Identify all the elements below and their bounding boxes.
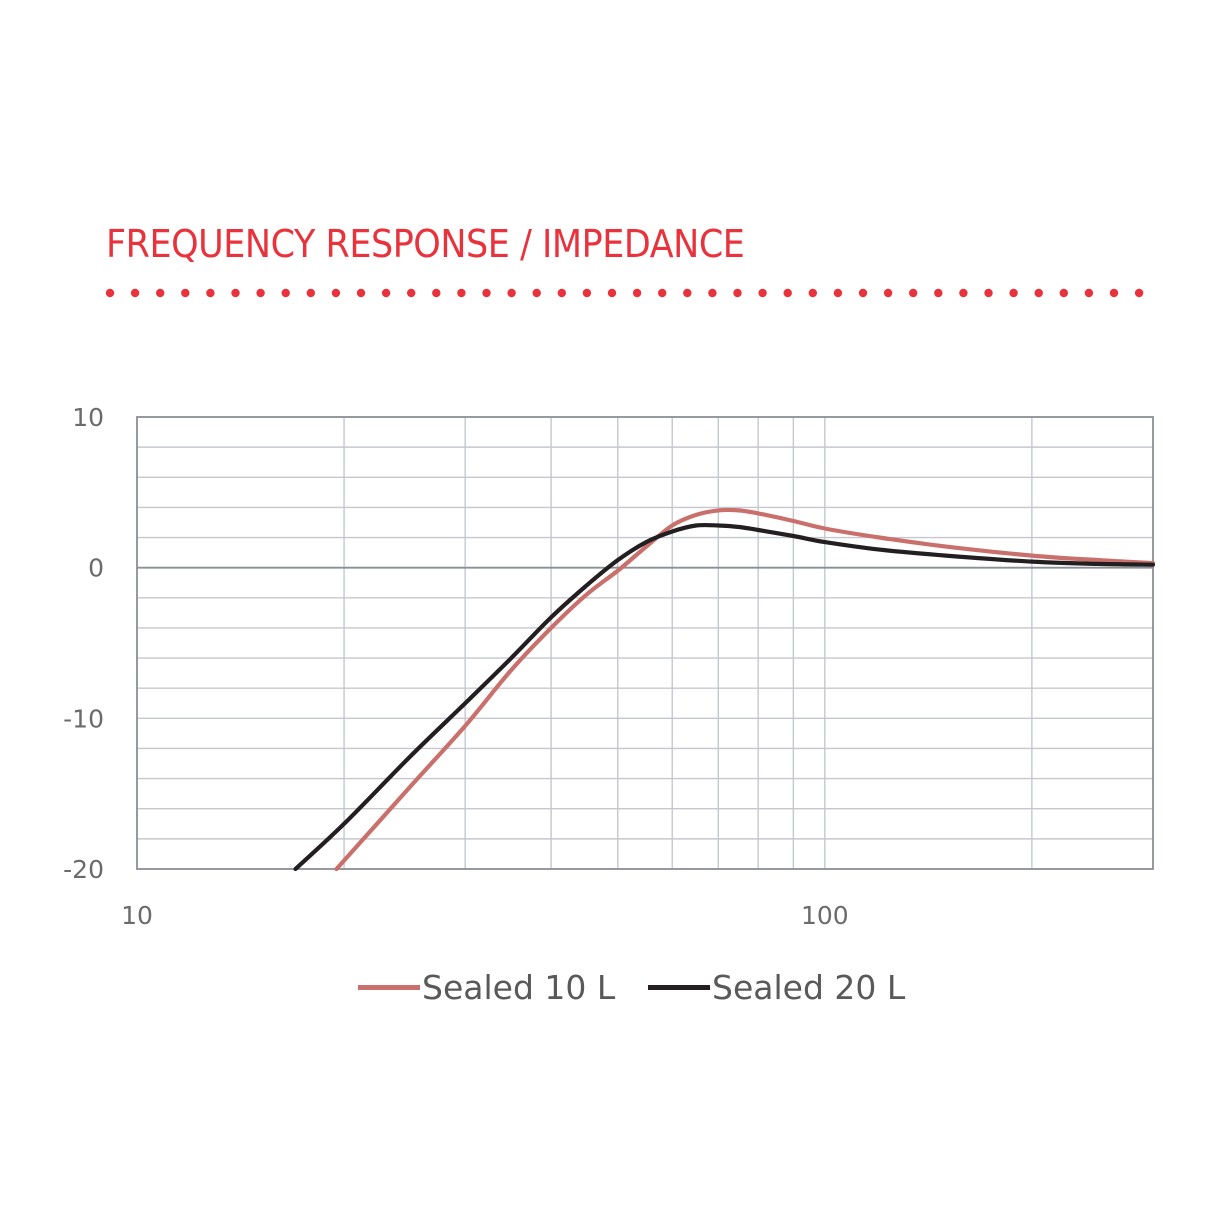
divider-dot [181,288,190,298]
chart-heading: FREQUENCY RESPONSE / IMPEDANCE [106,222,745,266]
divider-dot [381,288,391,298]
divider-dot [708,288,717,298]
axes [136,416,1154,870]
divider-dot [1059,288,1069,298]
divider-dot [206,288,215,298]
y-tick-label: 10 [72,403,104,432]
divider-dot [156,288,165,298]
y-tick-label: 0 [88,554,104,583]
divider-dot [909,288,918,298]
divider-dot [432,288,441,298]
divider-dot [1034,288,1043,298]
divider-dot [658,288,667,298]
legend: Sealed 10 L Sealed 20 L [0,962,1214,1012]
divider-dot [607,288,617,298]
legend-label-sealed-10: Sealed 10 L [422,967,616,1007]
dotted-divider [105,288,1144,298]
divider-dot [959,288,968,298]
divider-dot [356,288,366,298]
divider-dot [582,288,592,298]
divider-dot [105,288,115,298]
series-line-sealed-10 [334,507,1156,872]
x-tick-label: 100 [801,901,849,930]
divider-dot [1084,288,1094,298]
y-tick-label: -10 [63,704,104,733]
divider-dot [231,288,240,298]
y-tick-label: -20 [63,855,104,884]
divider-dot [984,288,993,298]
divider-dot [632,288,642,298]
divider-dot [306,288,315,298]
divider-dot [783,288,792,298]
divider-dot [683,288,692,298]
divider-dot [281,288,290,298]
divider-dot [883,288,893,298]
x-tick-label: 10 [121,901,153,930]
divider-dot [934,288,943,298]
divider-dot [858,288,868,298]
divider-dot [331,288,341,298]
divider-dot [557,288,566,298]
legend-swatch-sealed-20 [648,984,710,990]
divider-dot [482,288,491,298]
series [293,507,1156,872]
divider-dot [1009,288,1018,298]
divider-dot [407,288,416,298]
divider-dot [1109,288,1119,298]
divider-dot [256,288,265,298]
divider-dot [507,288,516,298]
series-line-sealed-20 [293,522,1156,872]
legend-label-sealed-20: Sealed 20 L [712,967,906,1007]
grid [137,417,1153,869]
divider-dot [130,288,140,298]
divider-dot [808,288,817,298]
legend-swatch-sealed-10 [358,984,420,990]
divider-dot [833,288,843,298]
legend-item-sealed-20: Sealed 20 L [648,962,905,1012]
plot-frame [136,416,1154,870]
divider-dot [758,288,767,298]
legend-item-sealed-10: Sealed 10 L [358,962,615,1012]
divider-dot [532,288,541,298]
divider-dot [1134,288,1144,298]
divider-dot [733,288,742,298]
divider-dot [457,288,466,298]
